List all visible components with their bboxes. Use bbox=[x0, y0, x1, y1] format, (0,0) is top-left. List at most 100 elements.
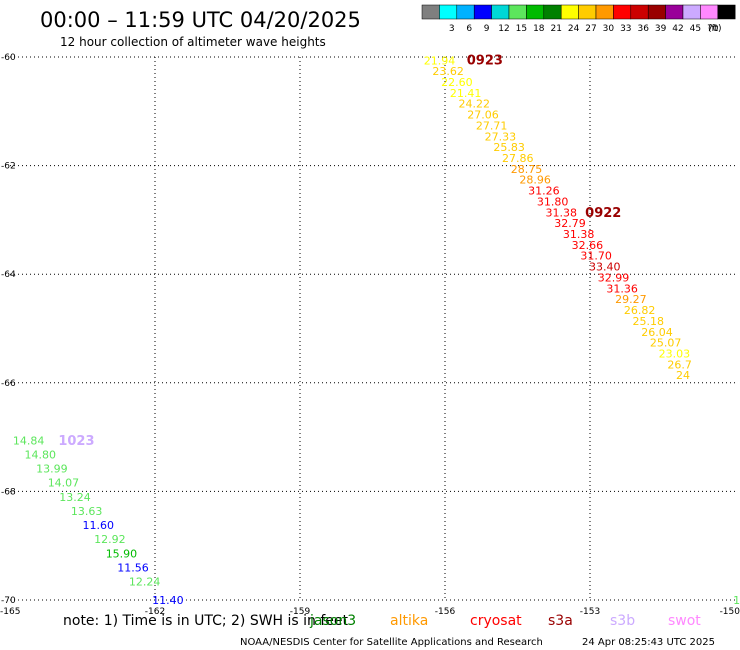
wave-height-label: 27.71 bbox=[476, 119, 508, 132]
x-tick-label: -150 bbox=[720, 607, 740, 617]
legend-tick-label: 6 bbox=[466, 24, 472, 34]
wave-height-label: 22.60 bbox=[441, 76, 473, 89]
wave-height-label: 32.79 bbox=[554, 217, 586, 230]
wave-height-label: 28.96 bbox=[519, 174, 551, 187]
wave-height-label: 25.18 bbox=[633, 315, 665, 328]
wave-height-label: 21.41 bbox=[450, 87, 482, 100]
wave-height-label: 31.36 bbox=[606, 282, 638, 295]
wave-height-label: 27.86 bbox=[502, 152, 534, 165]
wave-height-label: 31.38 bbox=[546, 206, 578, 219]
wave-height-label: 31.70 bbox=[580, 250, 612, 263]
wave-height-label: 15.90 bbox=[106, 547, 138, 560]
wave-height-label: 12.92 bbox=[94, 533, 126, 546]
legend-tick-label: 45 bbox=[690, 24, 701, 34]
x-tick-label: -165 bbox=[0, 607, 20, 617]
chart-subtitle: 12 hour collection of altimeter wave hei… bbox=[60, 35, 326, 49]
legend-swatch bbox=[473, 4, 492, 20]
legend-swatch bbox=[421, 4, 440, 20]
legend-tick-label: 30 bbox=[603, 24, 615, 34]
wave-height-label: 28.75 bbox=[511, 163, 543, 176]
y-tick-label: -68 bbox=[1, 487, 16, 497]
legend-tick-label: 27 bbox=[585, 24, 596, 34]
legend-tick-label: 24 bbox=[568, 24, 580, 34]
satellite-name: altika bbox=[390, 613, 428, 629]
legend-swatch bbox=[543, 4, 562, 20]
legend-tick-label: 39 bbox=[655, 24, 667, 34]
y-tick-label: -64 bbox=[1, 270, 16, 280]
wave-height-label: 31.80 bbox=[537, 195, 569, 208]
legend-swatch bbox=[717, 4, 736, 20]
plot-grid bbox=[10, 56, 735, 601]
pass-time-label: 0922 bbox=[585, 206, 621, 221]
wave-height-label: 21.94 bbox=[424, 54, 456, 67]
legend-swatch bbox=[647, 4, 666, 20]
y-tick-label: -60 bbox=[1, 53, 16, 63]
wave-height-points: 21.9423.6222.6021.4124.2227.0627.7127.33… bbox=[13, 54, 740, 607]
x-tick-label: -162 bbox=[145, 607, 165, 617]
pass-time-label: 1023 bbox=[58, 434, 94, 449]
wave-height-label: 27.33 bbox=[485, 130, 516, 143]
wave-height-label: 14.84 bbox=[13, 434, 45, 447]
axis-tick-labels: -60 -62 -64 -66 -68 -70-165 -162 -159 -156 -153 -1… bbox=[0, 53, 740, 617]
legend-swatch bbox=[456, 4, 475, 20]
legend-tick-label: 12 bbox=[498, 24, 509, 34]
footer-note: note: 1) Time is in UTC; 2) SWH is in fe… bbox=[63, 613, 349, 629]
wave-height-label: 26.04 bbox=[641, 326, 673, 339]
wave-height-label: 29.27 bbox=[615, 293, 647, 306]
legend-tick-label: 9 bbox=[484, 24, 490, 34]
legend-swatch bbox=[578, 4, 597, 20]
wave-height-label: 26.82 bbox=[624, 304, 656, 317]
wave-height-label: 11.60 bbox=[83, 519, 115, 532]
wave-height-label: 24 bbox=[676, 369, 690, 382]
x-tick-label: -153 bbox=[580, 607, 600, 617]
wave-height-label: 25.83 bbox=[493, 141, 525, 154]
legend-swatch bbox=[613, 4, 632, 20]
pass-time-label: 0923 bbox=[467, 54, 503, 69]
legend-tick-label: 42 bbox=[672, 24, 683, 34]
legend-swatch bbox=[665, 4, 684, 20]
legend-tick-label: 3 bbox=[449, 24, 455, 34]
y-tick-label: -70 bbox=[1, 596, 16, 606]
legend-swatch bbox=[508, 4, 527, 20]
wave-height-label: 13.63 bbox=[71, 505, 103, 518]
satellite-name: cryosat bbox=[470, 613, 522, 629]
wave-height-label: 32.66 bbox=[572, 239, 604, 252]
wave-height-label: 27.06 bbox=[467, 109, 499, 122]
satellite-name: s3b bbox=[610, 613, 635, 629]
credit-text: NOAA/NESDIS Center for Satellite Applica… bbox=[240, 637, 543, 648]
x-tick-label: -159 bbox=[290, 607, 311, 617]
legend-swatch bbox=[682, 4, 701, 20]
wave-height-label: 24.22 bbox=[459, 98, 491, 111]
legend-unit-label: (ft) bbox=[708, 24, 722, 34]
wave-height-label: 12.24 bbox=[129, 576, 161, 589]
legend-tick-label: 15 bbox=[516, 24, 527, 34]
legend-tick-label: 21 bbox=[550, 24, 561, 34]
wave-height-label: 23.62 bbox=[432, 65, 464, 78]
satellite-name: s3a bbox=[548, 613, 573, 629]
y-tick-label: -62 bbox=[1, 162, 16, 172]
legend-tick-label: 18 bbox=[533, 24, 545, 34]
satellite-name: jason3 bbox=[309, 613, 356, 629]
legend-swatch bbox=[439, 4, 458, 20]
wave-height-label: 25.07 bbox=[650, 337, 682, 350]
legend-swatch bbox=[630, 4, 649, 20]
legend-swatch bbox=[595, 4, 614, 20]
pass-time-labels: 0923 0922 1023 bbox=[58, 54, 621, 449]
legend-swatch bbox=[560, 4, 579, 20]
legend-swatch bbox=[491, 4, 510, 20]
wave-height-label: 31.26 bbox=[528, 185, 560, 198]
legend-tick-label: 36 bbox=[637, 24, 649, 34]
generated-timestamp: 24 Apr 08:25:43 UTC 2025 bbox=[582, 637, 715, 648]
wave-height-label: 14.80 bbox=[25, 448, 57, 461]
color-legend: 3 6 9 12 15 18 21 24 27 30 33 36 39 42 45 70 bbox=[421, 4, 736, 34]
wave-height-label: 26.7 bbox=[667, 358, 692, 371]
legend-tick-label: 70 bbox=[707, 24, 719, 34]
satellite-name: swot bbox=[668, 613, 701, 629]
satellite-legend: jason3 altika cryosat s3a s3b swot bbox=[309, 613, 701, 629]
legend-swatch bbox=[700, 4, 719, 20]
wave-height-label: 13.24 bbox=[59, 491, 91, 504]
wave-height-label: 33.40 bbox=[589, 261, 621, 274]
wave-height-label: 14.07 bbox=[48, 477, 79, 490]
legend-tick-label: 33 bbox=[620, 24, 631, 34]
